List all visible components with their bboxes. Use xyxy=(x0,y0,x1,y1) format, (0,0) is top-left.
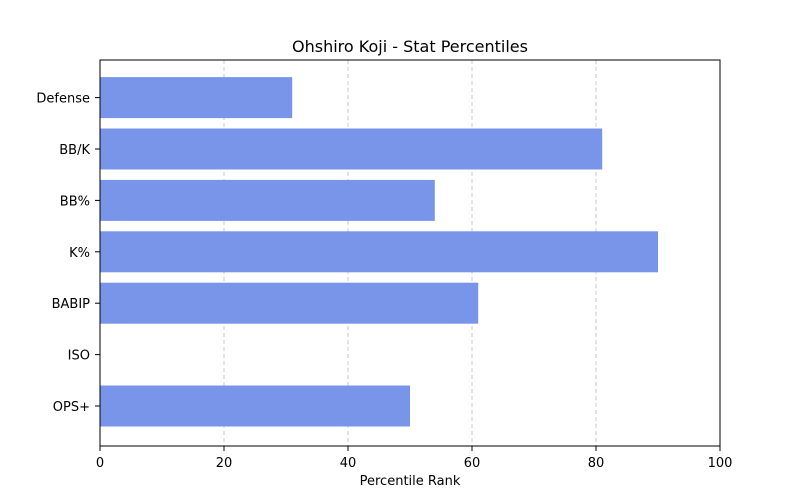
bar-bb xyxy=(100,179,435,221)
x-axis-ticks: 0 20 40 60 80 100 xyxy=(96,446,733,471)
x-tick-label: 60 xyxy=(464,456,481,471)
x-tick-label: 80 xyxy=(588,456,605,471)
chart-title: Ohshiro Koji - Stat Percentiles xyxy=(292,37,528,56)
x-tick-label: 0 xyxy=(96,456,104,471)
x-axis-label: Percentile Rank xyxy=(360,474,461,489)
bar-ops xyxy=(100,385,410,427)
bar-babip xyxy=(100,282,479,324)
y-tick-label: BB/K xyxy=(59,143,90,158)
y-tick-label: BB% xyxy=(60,194,90,209)
bars xyxy=(100,77,658,427)
y-tick-label: OPS+ xyxy=(53,400,90,415)
x-tick-label: 100 xyxy=(708,456,733,471)
x-tick-label: 40 xyxy=(340,456,357,471)
plot-frame xyxy=(99,59,721,447)
y-tick-label: ISO xyxy=(68,349,90,364)
bar-bb-k xyxy=(100,128,603,170)
bar-k xyxy=(100,231,658,273)
y-axis-ticks: OPS+ ISO BABIP K% BB% BB/K Defense xyxy=(36,92,100,415)
y-tick-label: K% xyxy=(69,246,90,261)
y-tick-label: BABIP xyxy=(52,297,91,312)
x-tick-label: 20 xyxy=(216,456,233,471)
bar-defense xyxy=(100,77,293,119)
y-tick-label: Defense xyxy=(36,92,90,107)
